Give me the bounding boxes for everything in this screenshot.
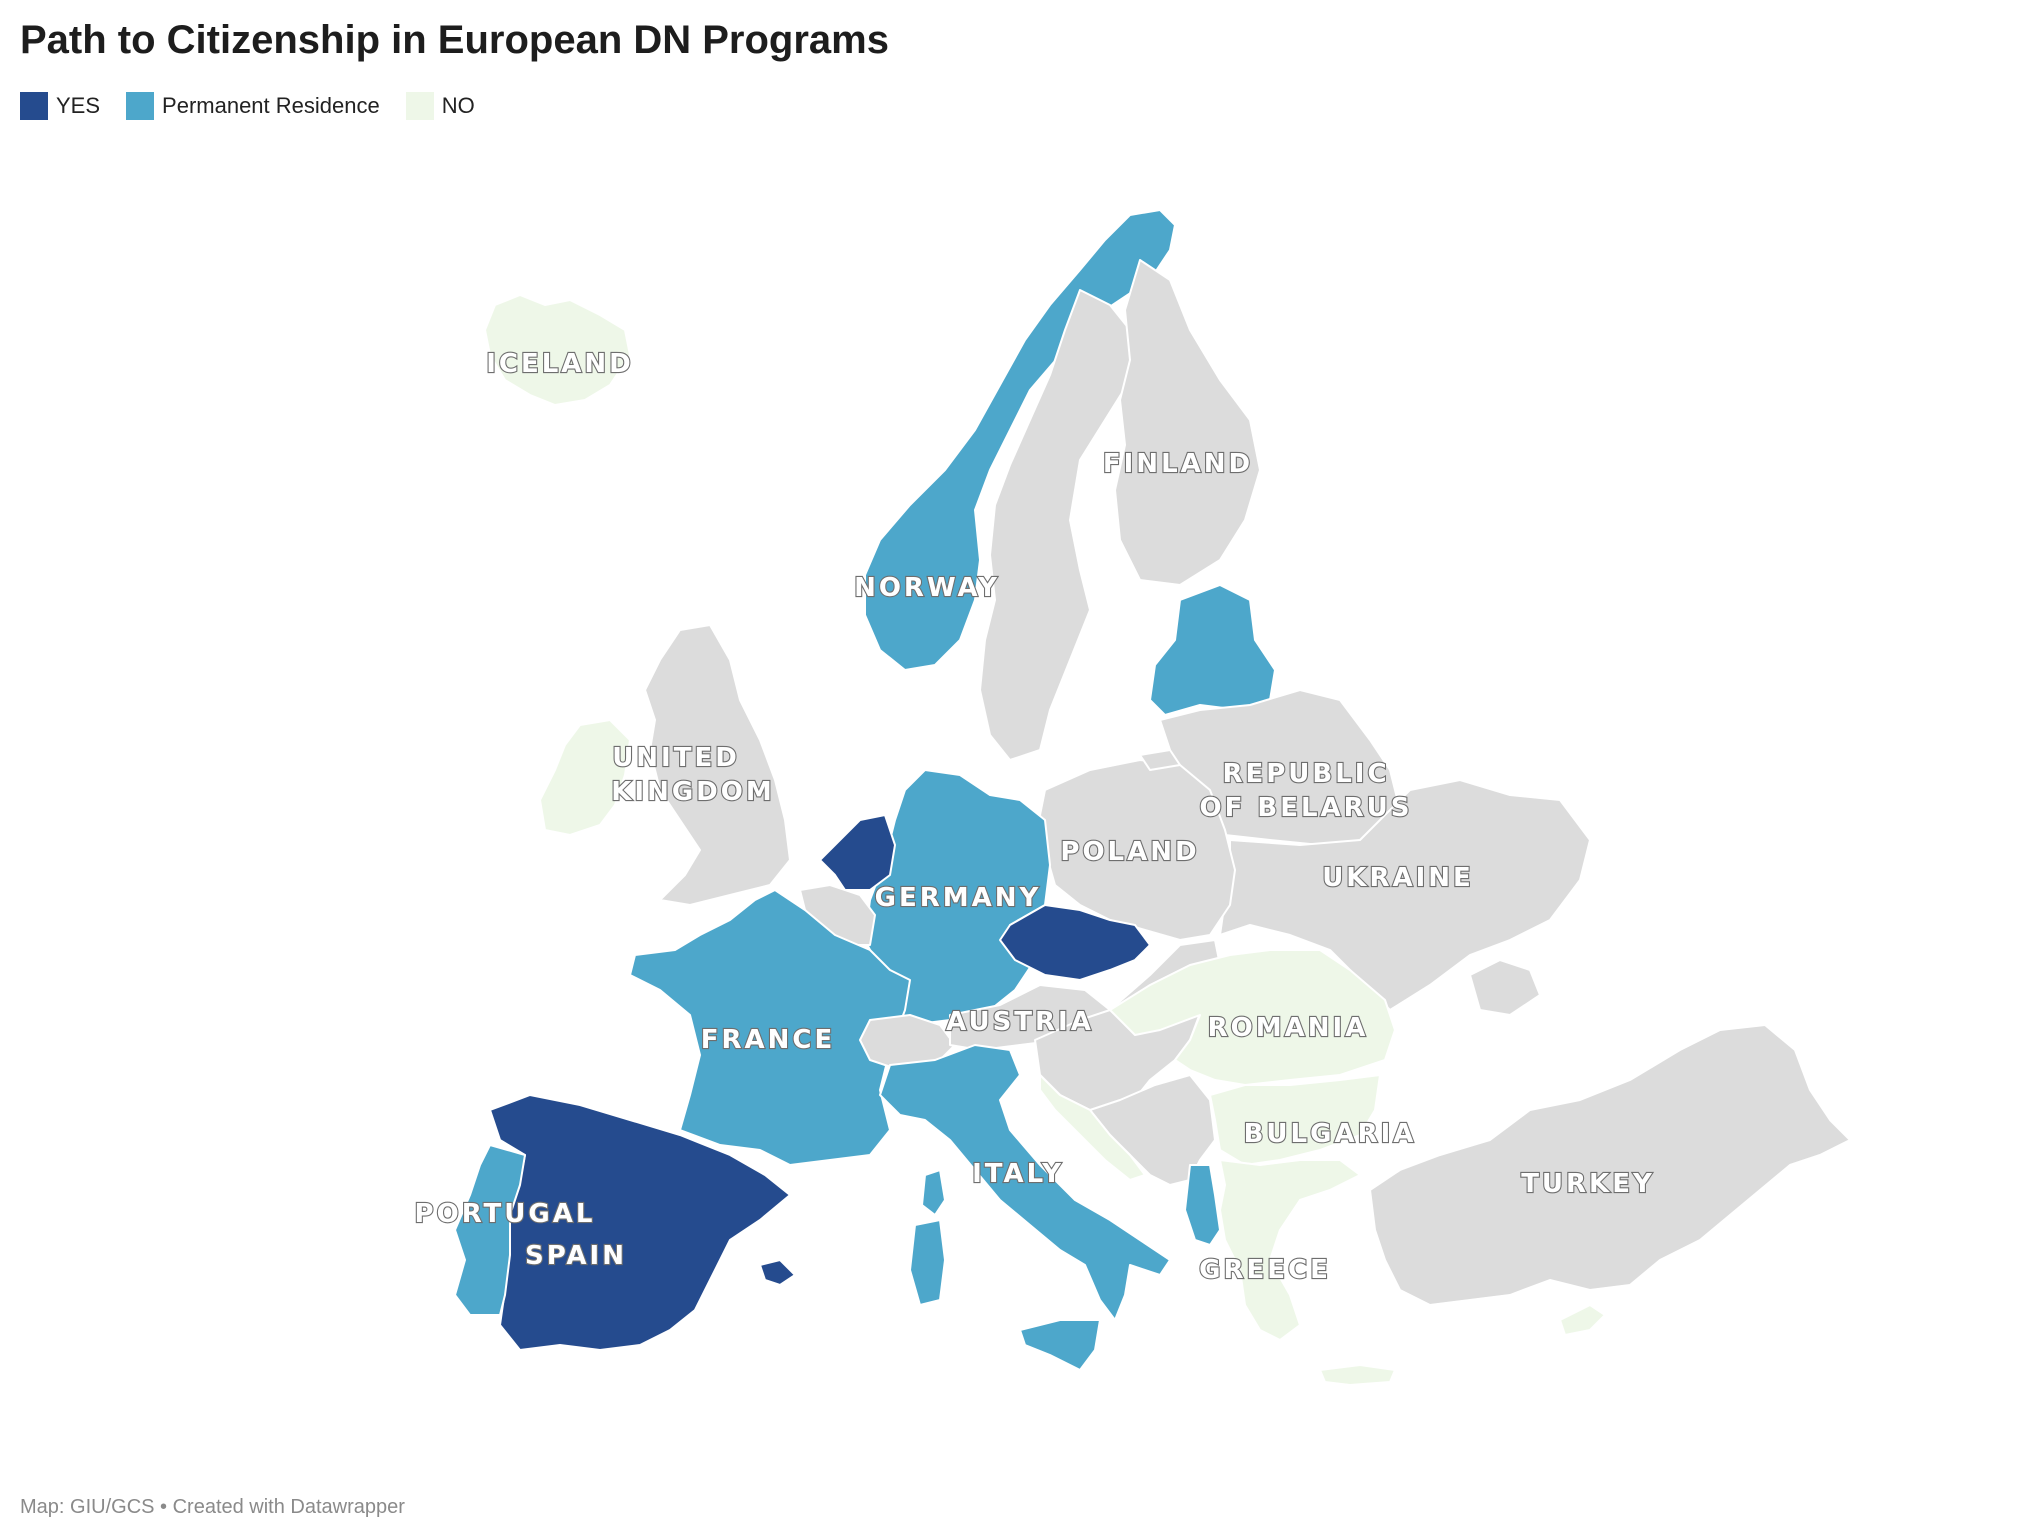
country-ireland[interactable] <box>539 719 631 836</box>
country-turkey[interactable] <box>1369 1024 1851 1306</box>
country-italy-corsica[interactable] <box>921 1169 946 1216</box>
country-finland[interactable] <box>1114 259 1261 586</box>
country-portugal[interactable] <box>454 1144 526 1316</box>
label-portugal: PORTUGAL <box>415 1199 596 1229</box>
country-kaliningrad[interactable] <box>1139 749 1181 771</box>
label-finland: FINLAND <box>1103 449 1253 479</box>
label-germany: GERMANY <box>875 883 1042 913</box>
label-uk-line1: UNITED <box>612 743 740 773</box>
country-crimea[interactable] <box>1469 959 1541 1016</box>
country-bulgaria[interactable] <box>1209 1074 1381 1166</box>
country-baltics[interactable] <box>1149 584 1276 716</box>
country-croatia[interactable] <box>1039 1074 1146 1181</box>
legend-item-yes: YES <box>20 92 100 120</box>
label-belarus-line1: REPUBLIC <box>1222 759 1389 789</box>
label-poland: POLAND <box>1060 837 1199 867</box>
label-france: FRANCE <box>701 1025 836 1055</box>
label-ukraine: UKRAINE <box>1322 863 1474 893</box>
country-uk[interactable] <box>644 624 791 906</box>
country-albania[interactable] <box>1184 1164 1221 1246</box>
label-turkey: TURKEY <box>1521 1169 1655 1199</box>
legend-item-permanent-residence: Permanent Residence <box>126 92 380 120</box>
label-iceland: ICELAND <box>486 349 634 379</box>
country-czechia[interactable] <box>999 904 1151 981</box>
country-italy-sardinia[interactable] <box>909 1219 946 1306</box>
country-france[interactable] <box>629 889 911 1166</box>
country-cyprus[interactable] <box>1559 1304 1606 1336</box>
country-norway[interactable] <box>864 209 1176 671</box>
country-sweden[interactable] <box>979 289 1131 761</box>
country-greece-crete[interactable] <box>1319 1364 1396 1386</box>
country-labels: ICELAND FINLAND NORWAY UNITED KINGDOM RE… <box>413 348 1655 1286</box>
label-spain: SPAIN <box>525 1241 627 1271</box>
label-austria: AUSTRIA <box>946 1007 1094 1037</box>
label-bulgaria: BULGARIA <box>1244 1119 1417 1149</box>
country-spain-balearic[interactable] <box>759 1259 796 1286</box>
label-belarus-line2: OF BELARUS <box>1199 793 1412 823</box>
footer-credit: Map: GIU/GCS • Created with Datawrapper <box>20 1496 405 1518</box>
country-ukraine[interactable] <box>1219 779 1591 1011</box>
label-uk-line2: KINGDOM <box>611 777 774 807</box>
country-italy[interactable] <box>879 1044 1171 1321</box>
country-romania[interactable] <box>1109 949 1396 1086</box>
country-netherlands[interactable] <box>819 814 896 891</box>
label-italy: ITALY <box>972 1159 1064 1189</box>
label-norway: NORWAY <box>854 573 1000 603</box>
legend-item-no: NO <box>405 92 475 120</box>
label-greece: GREECE <box>1199 1255 1331 1285</box>
legend-label-permanent-residence: Permanent Residence <box>162 93 380 118</box>
legend-label-yes: YES <box>56 93 101 118</box>
chart-title: Path to Citizenship in European DN Progr… <box>20 18 889 62</box>
legend-swatch-permanent-residence <box>126 92 155 120</box>
country-greece[interactable] <box>1219 1159 1361 1341</box>
legend-label-no: NO <box>441 93 475 118</box>
legend-swatch-no <box>405 92 434 120</box>
label-romania: ROMANIA <box>1208 1013 1369 1043</box>
legend: YES Permanent Residence NO <box>20 92 501 120</box>
country-italy-sicily[interactable] <box>1019 1319 1101 1371</box>
country-iceland[interactable] <box>484 294 631 406</box>
legend-swatch-yes <box>20 92 48 120</box>
